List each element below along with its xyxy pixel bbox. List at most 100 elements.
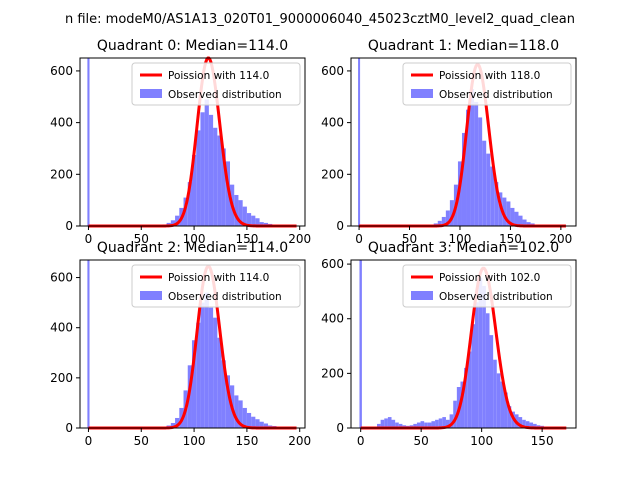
legend-box	[131, 62, 301, 106]
y-tick-label: 0	[336, 219, 344, 233]
histogram-bar	[196, 322, 201, 428]
histogram-bar	[251, 416, 256, 428]
y-tick-label: 0	[65, 421, 73, 435]
histogram-bar	[494, 182, 499, 226]
histogram-bar	[435, 419, 439, 428]
chart-panel-2: Quadrant 2: Median=114.0 0 50 100 150 200 0 200…	[50, 240, 311, 448]
histogram-bar	[191, 154, 197, 226]
histogram-bar	[395, 422, 399, 428]
histogram-bar	[175, 215, 180, 226]
chart-panel-0: Quadrant 0: Median=114.0 0 50 100 150 200 0 200…	[50, 38, 311, 246]
histogram-bar	[507, 406, 512, 428]
x-tick-label: 50	[414, 434, 429, 448]
histogram-bar	[398, 423, 403, 428]
histogram-bar	[489, 335, 494, 428]
histogram-bar	[225, 375, 230, 428]
histogram-bar	[213, 127, 218, 226]
histogram-bar	[496, 373, 501, 428]
legend-hist-label: Observed distribution	[168, 291, 282, 303]
histogram-bar	[413, 423, 417, 428]
x-tick-label: 200	[549, 232, 572, 246]
histogram-bar	[246, 412, 252, 428]
x-tick-label: 50	[402, 232, 417, 246]
x-tick-label: 150	[235, 434, 258, 448]
histogram-bar	[208, 114, 214, 226]
legend-fit-label: Poission with 114.0	[168, 272, 269, 284]
histogram-bar	[217, 135, 222, 226]
axes-frame	[350, 57, 577, 227]
histogram-bar	[427, 422, 432, 428]
legend-hist-label: Observed distribution	[439, 291, 553, 303]
chart-panel-1: Quadrant 1: Median=118.0 0 50 100 150 200 0 200…	[321, 38, 577, 246]
histogram-bar	[470, 89, 475, 226]
x-tick-label: 0	[85, 232, 93, 246]
legend-box	[402, 264, 572, 308]
histogram-bar	[196, 130, 201, 226]
axes-frame	[350, 259, 577, 429]
histogram-bar	[217, 337, 222, 428]
histogram-bar	[170, 422, 176, 428]
histogram-bar	[221, 360, 226, 428]
histogram-bar	[467, 351, 472, 428]
histogram-bar	[87, 58, 90, 226]
y-tick-label: 200	[50, 167, 73, 181]
y-tick-label: 400	[50, 321, 73, 335]
x-tick-label: 50	[134, 434, 149, 448]
legend: Poission with 114.0 Observed distribution	[131, 264, 301, 308]
legend-hist-swatch	[140, 89, 162, 98]
histogram-bar	[504, 392, 508, 428]
histogram-bar	[502, 197, 507, 226]
histogram-bar	[478, 277, 483, 428]
histogram-bar	[529, 422, 534, 428]
x-tick-label: 100	[183, 434, 206, 448]
legend-hist-label: Observed distribution	[439, 89, 553, 101]
histogram-bar	[518, 215, 523, 226]
histogram-bar	[263, 222, 269, 226]
histogram-bar	[493, 359, 497, 428]
panel-title: Quadrant 0: Median=114.0	[97, 38, 288, 54]
histogram-bar	[533, 423, 537, 428]
histogram-bar	[445, 419, 450, 428]
histogram-bar	[474, 101, 479, 226]
histogram-bar	[464, 367, 468, 428]
histogram-bar	[255, 218, 260, 226]
legend: Poission with 118.0 Observed distribution	[402, 62, 572, 106]
y-tick-label: 600	[50, 64, 73, 78]
histogram-bar	[424, 422, 428, 428]
legend-hist-label: Observed distribution	[168, 89, 282, 101]
axes-frame	[79, 259, 306, 429]
x-tick-label: 0	[355, 232, 363, 246]
histogram-bar	[242, 206, 247, 226]
histogram-bar	[510, 207, 515, 226]
histogram-bar	[461, 132, 467, 226]
histogram-bar	[384, 418, 388, 428]
histogram-bar	[445, 210, 450, 226]
histogram-bar	[191, 340, 197, 428]
histogram-bar	[437, 220, 442, 226]
histogram-bar	[485, 313, 490, 428]
x-tick-label: 200	[288, 232, 311, 246]
legend-fit-label: Poission with 118.0	[439, 70, 540, 82]
histogram-bar	[170, 220, 176, 226]
histogram-bar	[453, 400, 457, 428]
histogram-bar	[522, 419, 526, 428]
histogram-bar	[506, 201, 511, 226]
histogram-bar	[441, 216, 446, 226]
histogram-bar	[449, 414, 454, 428]
histogram-bar	[387, 417, 392, 428]
y-tick-label: 400	[50, 116, 73, 130]
histogram-bar	[246, 213, 252, 226]
y-tick-label: 200	[321, 366, 344, 380]
histogram-bar	[221, 148, 226, 226]
histogram-bar	[259, 421, 264, 428]
histogram-bar	[204, 99, 209, 226]
y-tick-label: 600	[50, 271, 73, 285]
histogram-bar	[238, 400, 243, 428]
histogram-bar	[187, 182, 192, 226]
histogram-bar	[242, 407, 247, 428]
histogram-bar	[431, 421, 436, 428]
histogram-bar	[478, 117, 483, 226]
histogram-bar	[420, 421, 425, 428]
x-tick-label: 0	[357, 434, 365, 448]
histogram-bar	[474, 302, 479, 428]
